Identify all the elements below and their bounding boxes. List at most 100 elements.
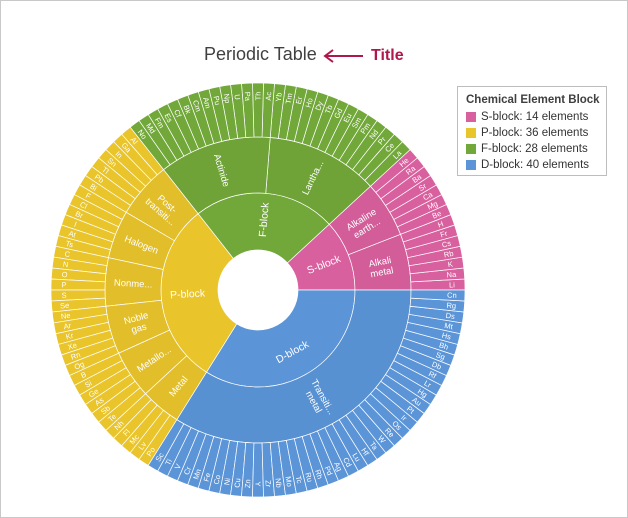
legend-item-f-block[interactable]: F-block: 28 elements [466, 141, 598, 157]
sunburst-element-rb-label: Rb [443, 249, 454, 260]
sunburst-element-zn-label: Zn [243, 479, 252, 488]
sunburst-element-dy-label: Dy [313, 100, 325, 112]
legend-swatch [466, 144, 476, 154]
sunburst-element-hs-label: Hs [441, 331, 452, 342]
sunburst-element-al-label: Al [128, 135, 139, 146]
sunburst-element-cn-label: Cn [447, 291, 457, 300]
sunburst-element-pa-label: Pa [243, 91, 253, 101]
sunburst-element-cn[interactable] [410, 289, 466, 302]
sunburst-element-pb-label: Pb [93, 172, 106, 185]
sunburst-element-fl-label: Fl [121, 427, 132, 438]
sunburst-element-yb-label: Yb [274, 92, 284, 102]
sunburst-element-es-label: Es [162, 112, 174, 124]
sunburst-element-te-label: Te [106, 412, 118, 424]
sunburst-element-c-label: C [64, 249, 72, 259]
sunburst-element-se-label: Se [60, 301, 70, 311]
sunburst-element-v-label: V [173, 463, 183, 471]
sunburst-element-xe-label: Xe [67, 340, 78, 351]
sunburst-element-am-label: Am [201, 96, 213, 109]
sunburst-element-pt-label: Pt [405, 404, 417, 416]
sunburst-element-ni-label: Ni [222, 477, 232, 486]
sunburst-element-kr-label: Kr [65, 331, 75, 342]
sunburst-element-si-label: Si [83, 378, 93, 389]
sunburst-p-block-label: P-block [170, 287, 206, 301]
legend-item-d-block[interactable]: D-block: 40 elements [466, 157, 598, 173]
sunburst-element-ti-label: Ti [163, 457, 174, 467]
sunburst-element-tc-label: Tc [294, 475, 304, 484]
sunburst-element-mg-label: Mg [426, 199, 439, 212]
sunburst-element-pr-label: Pr [376, 135, 388, 147]
legend-item-p-block[interactable]: P-block: 36 elements [466, 125, 598, 141]
sunburst-element-ru-label: Ru [303, 471, 314, 483]
sunburst-element-ge-label: Ge [87, 387, 100, 400]
sunburst-element-cl-label: Cl [78, 200, 89, 211]
sunburst-element-cs-label: Cs [441, 239, 452, 250]
sunburst-group-noble-gas-label: Noblegas [123, 310, 153, 337]
sunburst-element-o-label: O [61, 270, 68, 279]
sunburst-element-mn-label: Mn [191, 468, 203, 481]
sunburst-element-br-label: Br [74, 209, 85, 220]
sunburst-element-ar-label: Ar [63, 321, 73, 331]
sunburst-group-nonmetal-label: Nonme... [114, 278, 153, 291]
sunburst-element-u-label: U [232, 94, 242, 100]
sunburst-element-pd-label: Pd [323, 465, 335, 477]
sunburst-element-lv-label: Lv [136, 440, 148, 452]
sunburst-element-mt-label: Mt [444, 321, 455, 332]
sunburst-element-pu-label: Pu [212, 95, 223, 106]
sunburst-element-sb-label: Sb [99, 404, 112, 417]
sunburst-element-ne-label: Ne [60, 311, 71, 321]
sunburst-element-lr-label: Lr [423, 379, 434, 390]
sunburst-element-og-label: Og [73, 359, 86, 371]
sunburst-element-n-label: N [62, 260, 69, 270]
sunburst-element-be-label: Be [431, 209, 443, 221]
sunburst-element-in-label: In [114, 149, 125, 160]
sunburst-element-li-label: Li [449, 280, 455, 289]
sunburst-element-ts-label: Ts [65, 239, 75, 250]
sunburst-element-y-label: Y [253, 481, 262, 486]
sunburst-element-rh-label: Rh [313, 468, 325, 480]
sunburst-element-h-label: H [436, 219, 444, 229]
legend-title: Chemical Element Block [466, 94, 600, 106]
sunburst-element-cd-label: Cd [341, 456, 353, 469]
sunburst-element-i-label: I [73, 220, 78, 229]
sunburst-element-ds-label: Ds [445, 311, 456, 321]
sunburst-element-co-label: Co [212, 474, 223, 485]
sunburst-element-lu-label: Lu [350, 451, 362, 463]
sunburst-element-f-label: F [84, 191, 93, 201]
legend-label: F-block: 28 elements [481, 143, 588, 155]
legend: Chemical Element Block S-block: 14 eleme… [457, 86, 607, 176]
title-annotation: Title [323, 45, 404, 67]
sunburst-f-block-label: F-block [257, 201, 272, 237]
sunburst-element-cu-label: Cu [233, 478, 243, 488]
sunburst-element-sg-label: Sg [435, 350, 447, 362]
legend-swatch [466, 112, 476, 122]
legend-swatch [466, 128, 476, 138]
sunburst-element-rf-label: Rf [427, 369, 439, 381]
annotation-label: Title [371, 47, 404, 64]
sunburst-center-hole [218, 250, 298, 330]
sunburst-element-bh-label: Bh [438, 340, 449, 351]
sunburst-element-w-label: W [376, 434, 388, 446]
sunburst-element-y[interactable] [252, 442, 264, 498]
sunburst-element-np-label: Np [222, 93, 232, 104]
sunburst-element-gd-label: Gd [332, 107, 344, 120]
sunburst-element-fr-label: Fr [439, 229, 449, 240]
sunburst-element-s-label: S [61, 291, 66, 300]
sunburst-element-rg-label: Rg [446, 301, 456, 311]
sunburst-element-na-label: Na [446, 270, 457, 280]
sunburst-element-k-label: K [447, 260, 453, 270]
sunburst-element-sc-label: Sc [154, 451, 166, 463]
sunburst-element-tm-label: Tm [284, 92, 295, 104]
sunburst-element-tl-label: Tl [100, 165, 111, 176]
sunburst-element-bi-label: Bi [88, 182, 99, 193]
sunburst-element-ho-label: Ho [304, 97, 315, 109]
left-arrow-icon [323, 49, 363, 63]
legend-item-s-block[interactable]: S-block: 14 elements [466, 109, 598, 125]
sunburst-element-th[interactable] [252, 82, 264, 138]
sunburst-element-p-label: P [61, 280, 66, 289]
sunburst-element-rn-label: Rn [70, 350, 82, 362]
sunburst-element-eu-label: Eu [341, 112, 353, 124]
sunburst-element-cm-label: Cm [191, 99, 203, 113]
